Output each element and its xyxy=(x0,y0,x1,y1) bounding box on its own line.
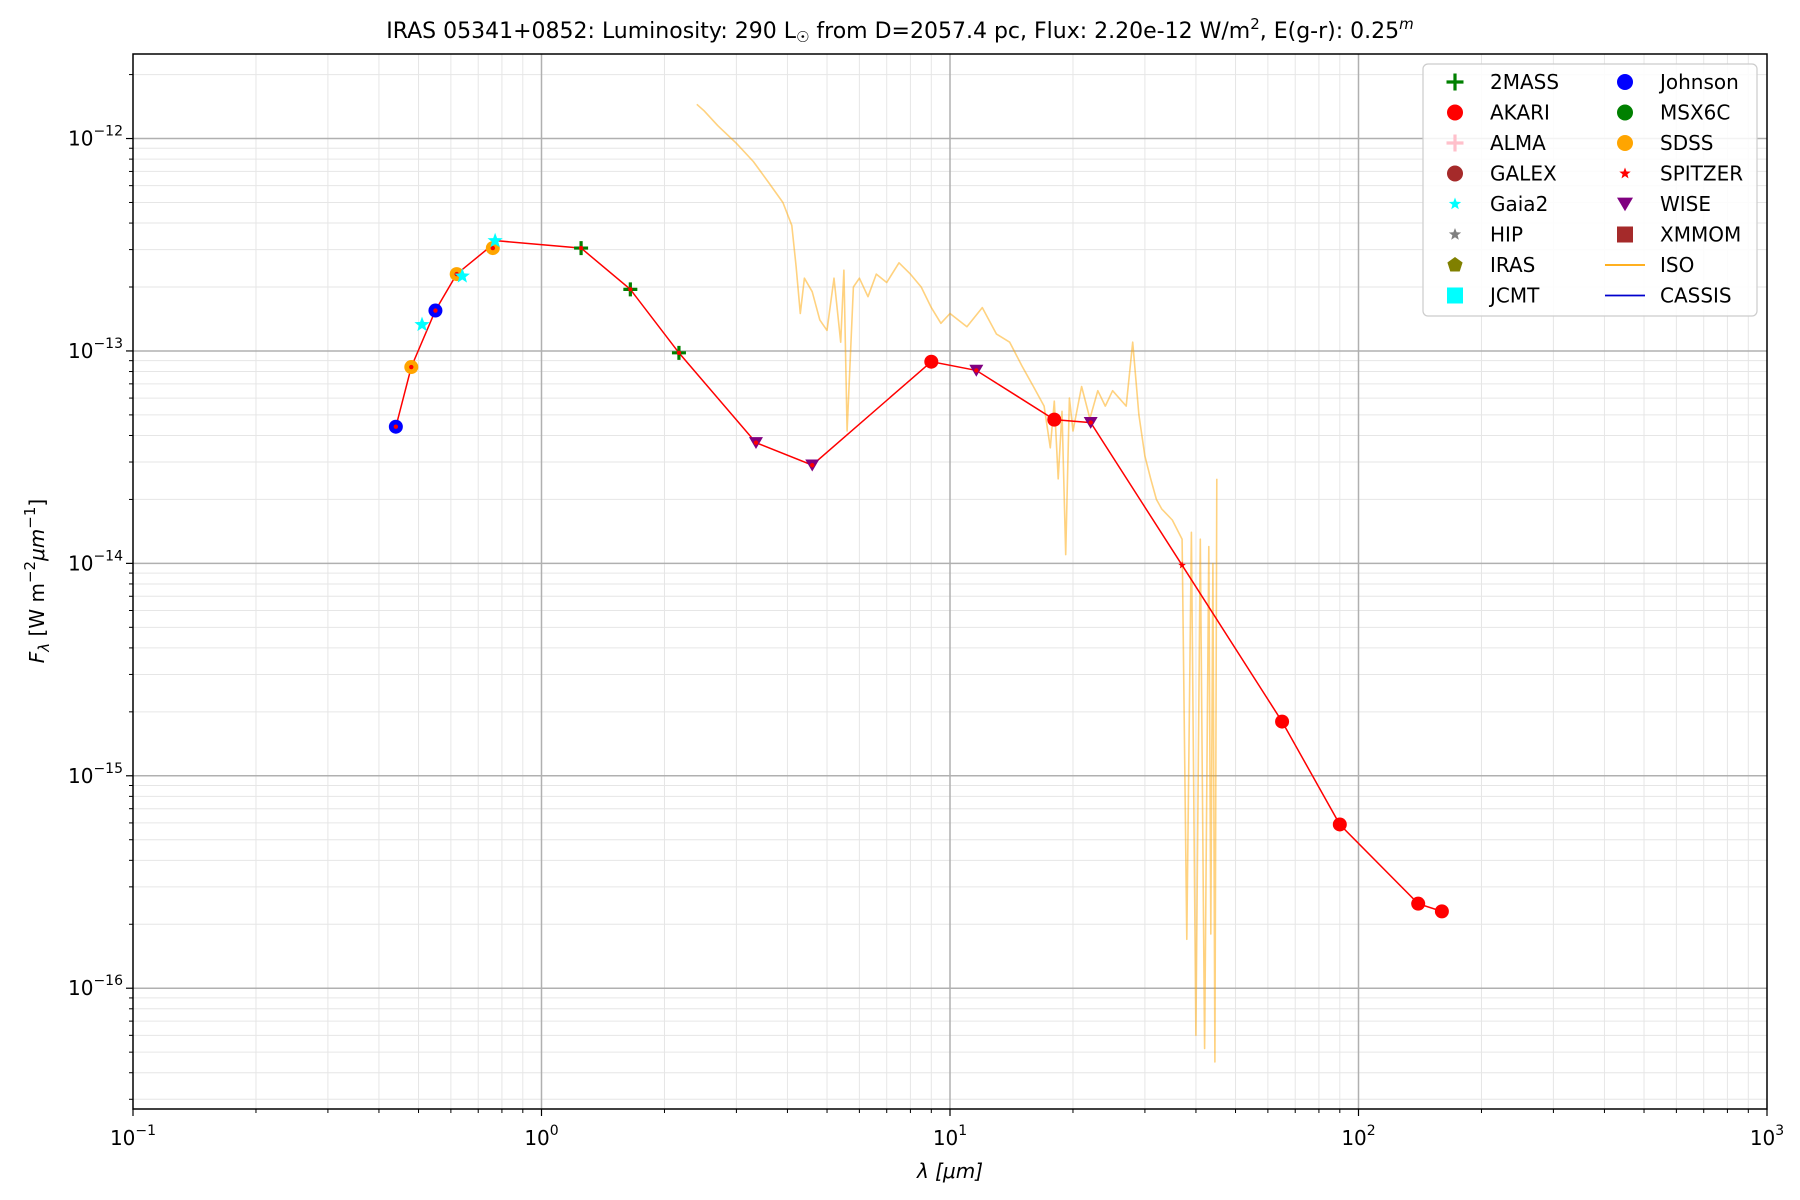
model-point-dot xyxy=(1279,719,1285,724)
minor-grid xyxy=(133,54,1767,1109)
gaia2-data-point xyxy=(454,268,470,283)
legend-label: 2MASS xyxy=(1490,70,1559,94)
legend-marker-gaia2 xyxy=(1448,197,1462,210)
legend-item-galex: GALEX xyxy=(1447,162,1557,186)
legend-marker-alma xyxy=(1446,134,1464,152)
legend-item-iso: ISO xyxy=(1605,253,1694,277)
legend-label: ALMA xyxy=(1490,131,1546,155)
spitzer-data-point xyxy=(1178,561,1186,569)
model-point-dot xyxy=(974,368,979,373)
legend-marker-sdss xyxy=(1617,135,1633,151)
x-tick-label: 100 xyxy=(524,1123,558,1150)
y-tick-label: 10−14 xyxy=(68,548,123,575)
legend-label: AKARI xyxy=(1490,101,1550,125)
model-point-dot xyxy=(490,245,496,251)
model-line-layer xyxy=(395,240,1443,913)
legend-item-gaia2: Gaia2 xyxy=(1448,192,1548,216)
legend-marker-spitzer xyxy=(1619,167,1631,179)
legend-item-sdss: SDSS xyxy=(1617,131,1714,155)
model-point-dot xyxy=(676,350,682,356)
legend-label: GALEX xyxy=(1490,162,1557,186)
model-point-dot xyxy=(929,359,934,364)
legend-item-spitzer: SPITZER xyxy=(1619,162,1743,186)
y-axis-label: Fλ [W m−2μm−1] xyxy=(21,499,53,663)
x-tick-label: 101 xyxy=(933,1123,967,1150)
legend-item-akari: AKARI xyxy=(1447,101,1550,125)
major-grid xyxy=(133,54,1767,1109)
legend-marker-xmmom xyxy=(1617,226,1633,243)
legend-label: CASSIS xyxy=(1660,284,1732,308)
legend-item-iras: IRAS xyxy=(1447,253,1535,277)
gaia2-data-point xyxy=(414,316,430,332)
legend-marker-2mass xyxy=(1446,73,1464,91)
legend-marker-jcmt xyxy=(1447,287,1463,304)
model-point-dot xyxy=(1415,901,1421,906)
legend-label: ISO xyxy=(1660,253,1694,277)
legend-marker-wise xyxy=(1617,197,1633,212)
model-point-dot xyxy=(409,364,414,370)
model-point-dot xyxy=(578,245,584,251)
legend-label: SDSS xyxy=(1660,131,1714,155)
legend-item-msx6c: MSX6C xyxy=(1617,101,1730,125)
legend-label: JCMT xyxy=(1488,284,1540,308)
legend-item-hip: HIP xyxy=(1448,223,1523,247)
legend-label: XMMOM xyxy=(1660,223,1741,247)
legend-label: WISE xyxy=(1660,192,1711,216)
legend-marker-iras xyxy=(1447,257,1463,272)
legend-label: Johnson xyxy=(1658,70,1739,94)
chart-title: IRAS 05341+0852: Luminosity: 290 L☉ from… xyxy=(386,15,1414,46)
legend-marker-hip xyxy=(1448,228,1462,240)
model-point-dot xyxy=(810,462,815,468)
legend-box xyxy=(1422,63,1758,317)
x-axis-label: λ [μm] xyxy=(916,1159,983,1183)
model-point-dot xyxy=(393,424,399,429)
model-point-dot xyxy=(1439,909,1445,914)
x-tick-label: 10−1 xyxy=(110,1123,156,1150)
legend-label: IRAS xyxy=(1490,253,1535,277)
legend-label: SPITZER xyxy=(1660,162,1743,186)
legend-label: MSX6C xyxy=(1660,101,1730,125)
x-tick-label: 103 xyxy=(1750,1123,1784,1150)
legend-marker-akari xyxy=(1447,104,1463,121)
y-tick-label: 10−15 xyxy=(68,761,123,788)
legend-marker-galex xyxy=(1447,165,1463,182)
legend-item-jcmt: JCMT xyxy=(1447,284,1540,308)
model-point-dot xyxy=(1052,417,1057,422)
model-sed-line xyxy=(395,240,1443,913)
legend-item-2mass: 2MASS xyxy=(1446,70,1559,94)
legend-marker-msx6c xyxy=(1617,104,1633,121)
x-tick-label: 102 xyxy=(1341,1123,1375,1150)
y-tick-label: 10−13 xyxy=(68,336,123,363)
y-tick-label: 10−12 xyxy=(68,124,123,151)
model-point-dot xyxy=(433,308,438,313)
legend-item-xmmom: XMMOM xyxy=(1617,223,1741,247)
legend-item-cassis: CASSIS xyxy=(1605,284,1732,308)
model-point-dot xyxy=(1337,822,1343,827)
iso-spectrum-line xyxy=(696,103,1218,1063)
legend-item-alma: ALMA xyxy=(1446,131,1546,155)
legend-item-wise: WISE xyxy=(1617,192,1711,216)
legend-marker-johnson xyxy=(1617,74,1633,90)
legend: 2MASS AKARI ALMA GALEX Gaia2 HIP IRAS JCMT Johns… xyxy=(1422,63,1758,317)
y-tick-label: 10−16 xyxy=(68,973,123,1000)
data-markers-layer xyxy=(388,232,1449,919)
gaia2-data-point xyxy=(487,232,503,248)
legend-item-johnson: Johnson xyxy=(1617,70,1739,94)
model-point-dot xyxy=(1088,420,1093,425)
legend-label: Gaia2 xyxy=(1490,192,1548,216)
legend-label: HIP xyxy=(1490,223,1523,247)
model-point-dot xyxy=(753,440,759,445)
iso-spectrum-layer xyxy=(696,103,1218,1063)
axis-ticks: 10−1 100 101 102 103 10−16 10−15 10−14 10−13 10−1… xyxy=(68,74,1784,1150)
model-point-dot xyxy=(628,287,633,292)
